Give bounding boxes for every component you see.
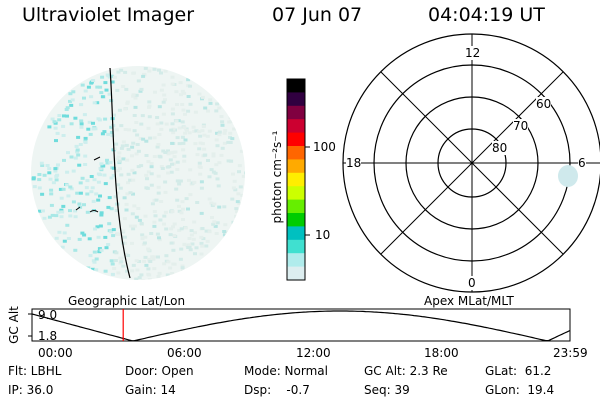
colorbar-segment bbox=[287, 132, 305, 147]
x-tick-label: 06:00 bbox=[167, 346, 202, 360]
x-tick-label: 00:00 bbox=[38, 346, 73, 360]
colorbar-segment bbox=[287, 119, 305, 134]
mlt-label-18: 18 bbox=[346, 156, 362, 170]
mlt-label-12: 12 bbox=[465, 46, 481, 60]
mlt-label-0: 0 bbox=[468, 276, 476, 290]
colorbar-segment bbox=[287, 159, 305, 174]
colorbar-segment bbox=[287, 172, 305, 187]
colorbar-tick-label: 100 bbox=[313, 140, 336, 154]
gc-alt-axis-label: GC Alt bbox=[6, 306, 21, 344]
colorbar-segment bbox=[287, 226, 305, 241]
colorbar-frame bbox=[286, 78, 306, 281]
ip-status: IP: 36.0 bbox=[8, 383, 54, 397]
glat-status: GLat: 61.2 bbox=[485, 364, 552, 378]
polar-emission-patch bbox=[558, 165, 578, 187]
coastline-mark bbox=[75, 206, 81, 211]
mlat-label-60: 60 bbox=[536, 97, 552, 111]
app-title: Ultraviolet Imager bbox=[22, 4, 195, 26]
timeline-frame bbox=[31, 308, 571, 342]
y-tick-label: 9.0 bbox=[38, 308, 58, 322]
colorbar-segment bbox=[287, 79, 305, 93]
polar-mlt-plot bbox=[342, 33, 600, 293]
filter-status: Flt: LBHL bbox=[8, 364, 62, 378]
color-scale-bar bbox=[286, 78, 310, 281]
mlt-label-6: 6 bbox=[578, 156, 586, 170]
geographic-image bbox=[31, 66, 245, 280]
colorbar-segment bbox=[287, 253, 305, 268]
header-date: 07 Jun 07 bbox=[272, 4, 363, 26]
seq-status: Seq: 39 bbox=[364, 383, 410, 397]
coastline-mark bbox=[93, 156, 101, 161]
door-status: Door: Open bbox=[125, 364, 194, 378]
earth-disk bbox=[31, 66, 245, 280]
y-tick-label: 1.8 bbox=[38, 329, 58, 343]
gain-status: Gain: 14 bbox=[125, 383, 176, 397]
terminator-line bbox=[109, 67, 131, 279]
colorbar-segment bbox=[287, 266, 305, 281]
mode-status: Mode: Normal bbox=[244, 364, 328, 378]
colorbar-segment bbox=[287, 186, 305, 201]
colorbar-tick-label: 10 bbox=[315, 228, 331, 242]
gc-alt-status: GC Alt: 2.3 Re bbox=[364, 364, 448, 378]
x-tick-label: 18:00 bbox=[424, 346, 459, 360]
header-time: 04:04:19 UT bbox=[428, 4, 545, 26]
dsp-status: Dsp: -0.7 bbox=[244, 383, 310, 397]
polar-diagonal bbox=[380, 71, 564, 255]
glon-status: GLon: 19.4 bbox=[485, 383, 555, 397]
mlat-label-70: 70 bbox=[513, 119, 529, 133]
colorbar-segment bbox=[287, 213, 305, 227]
x-tick-label: 12:00 bbox=[296, 346, 331, 360]
gc-alt-curve bbox=[31, 310, 571, 342]
colorbar-label: photon cm⁻²s⁻¹ bbox=[270, 130, 284, 224]
colorbar-segment bbox=[287, 92, 305, 107]
colorbar-segment bbox=[287, 199, 305, 214]
colorbar-segment bbox=[287, 146, 305, 160]
colorbar-segment bbox=[287, 239, 305, 254]
geographic-caption: Geographic Lat/Lon bbox=[68, 294, 186, 308]
mlat-label-80: 80 bbox=[492, 141, 508, 155]
x-tick-label: 23:59 bbox=[553, 346, 588, 360]
apex-caption: Apex MLat/MLT bbox=[424, 294, 514, 308]
gc-alt-timeline bbox=[28, 308, 571, 342]
colorbar-segment bbox=[287, 105, 305, 120]
coastline-mark bbox=[89, 210, 99, 213]
